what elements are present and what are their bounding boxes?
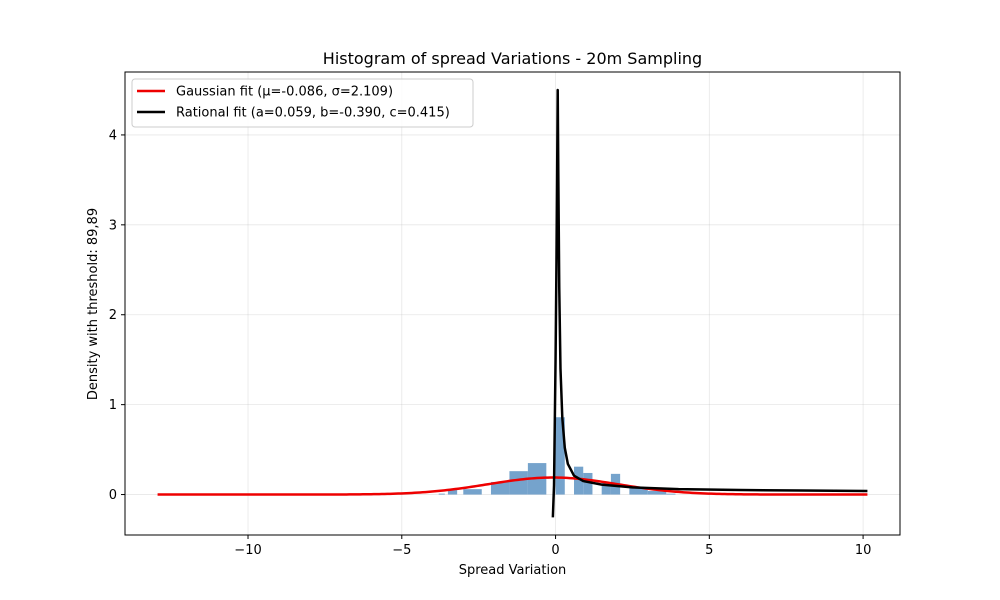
y-tick-label: 3 [109, 218, 117, 233]
legend-box [131, 78, 474, 128]
gaussian-fit-line [157, 476, 868, 496]
histogram-bar [601, 481, 611, 495]
x-axis-label: Spread Variation [459, 563, 567, 578]
histogram-bar [666, 493, 676, 495]
y-tick-label: 0 [109, 488, 117, 503]
y-tick-label: 2 [109, 308, 117, 323]
x-tick-label: 10 [855, 543, 872, 558]
y-axis-label: Density with threshold: 89,89 [86, 208, 101, 400]
x-tick-label: 0 [551, 543, 559, 558]
histogram-bar [447, 490, 458, 495]
histogram-bars [438, 417, 676, 495]
histogram-bar [629, 487, 648, 495]
y-tick-label: 4 [109, 128, 117, 143]
legend-label-rational: Rational fit (a=0.059, b=-0.390, c=0.415… [176, 106, 450, 121]
histogram-bar [583, 472, 593, 495]
histogram-bar [555, 417, 565, 495]
legend: Gaussian fit (μ=-0.086, σ=2.109) Rationa… [131, 78, 474, 128]
histogram-bar [490, 481, 510, 495]
x-axis-ticks: −10 −5 0 5 10 [234, 535, 871, 558]
histogram-bar [574, 466, 584, 495]
chart-title: Histogram of spread Variations - 20m Sam… [323, 49, 702, 68]
histogram-bar [463, 489, 482, 495]
y-axis-ticks: 0 1 2 3 4 [109, 128, 125, 503]
fit-curves [157, 88, 868, 518]
plot-frame [124, 71, 901, 536]
grid [125, 72, 900, 535]
rational-fit-line [551, 88, 868, 518]
x-tick-label: −5 [392, 543, 411, 558]
y-tick-label: 1 [109, 398, 117, 413]
legend-label-gaussian: Gaussian fit (μ=-0.086, σ=2.109) [176, 85, 393, 100]
x-tick-label: −10 [234, 543, 261, 558]
x-tick-label: 5 [705, 543, 713, 558]
histogram-bar [647, 490, 667, 495]
histogram-bar [509, 471, 528, 495]
histogram-bar [438, 493, 445, 495]
